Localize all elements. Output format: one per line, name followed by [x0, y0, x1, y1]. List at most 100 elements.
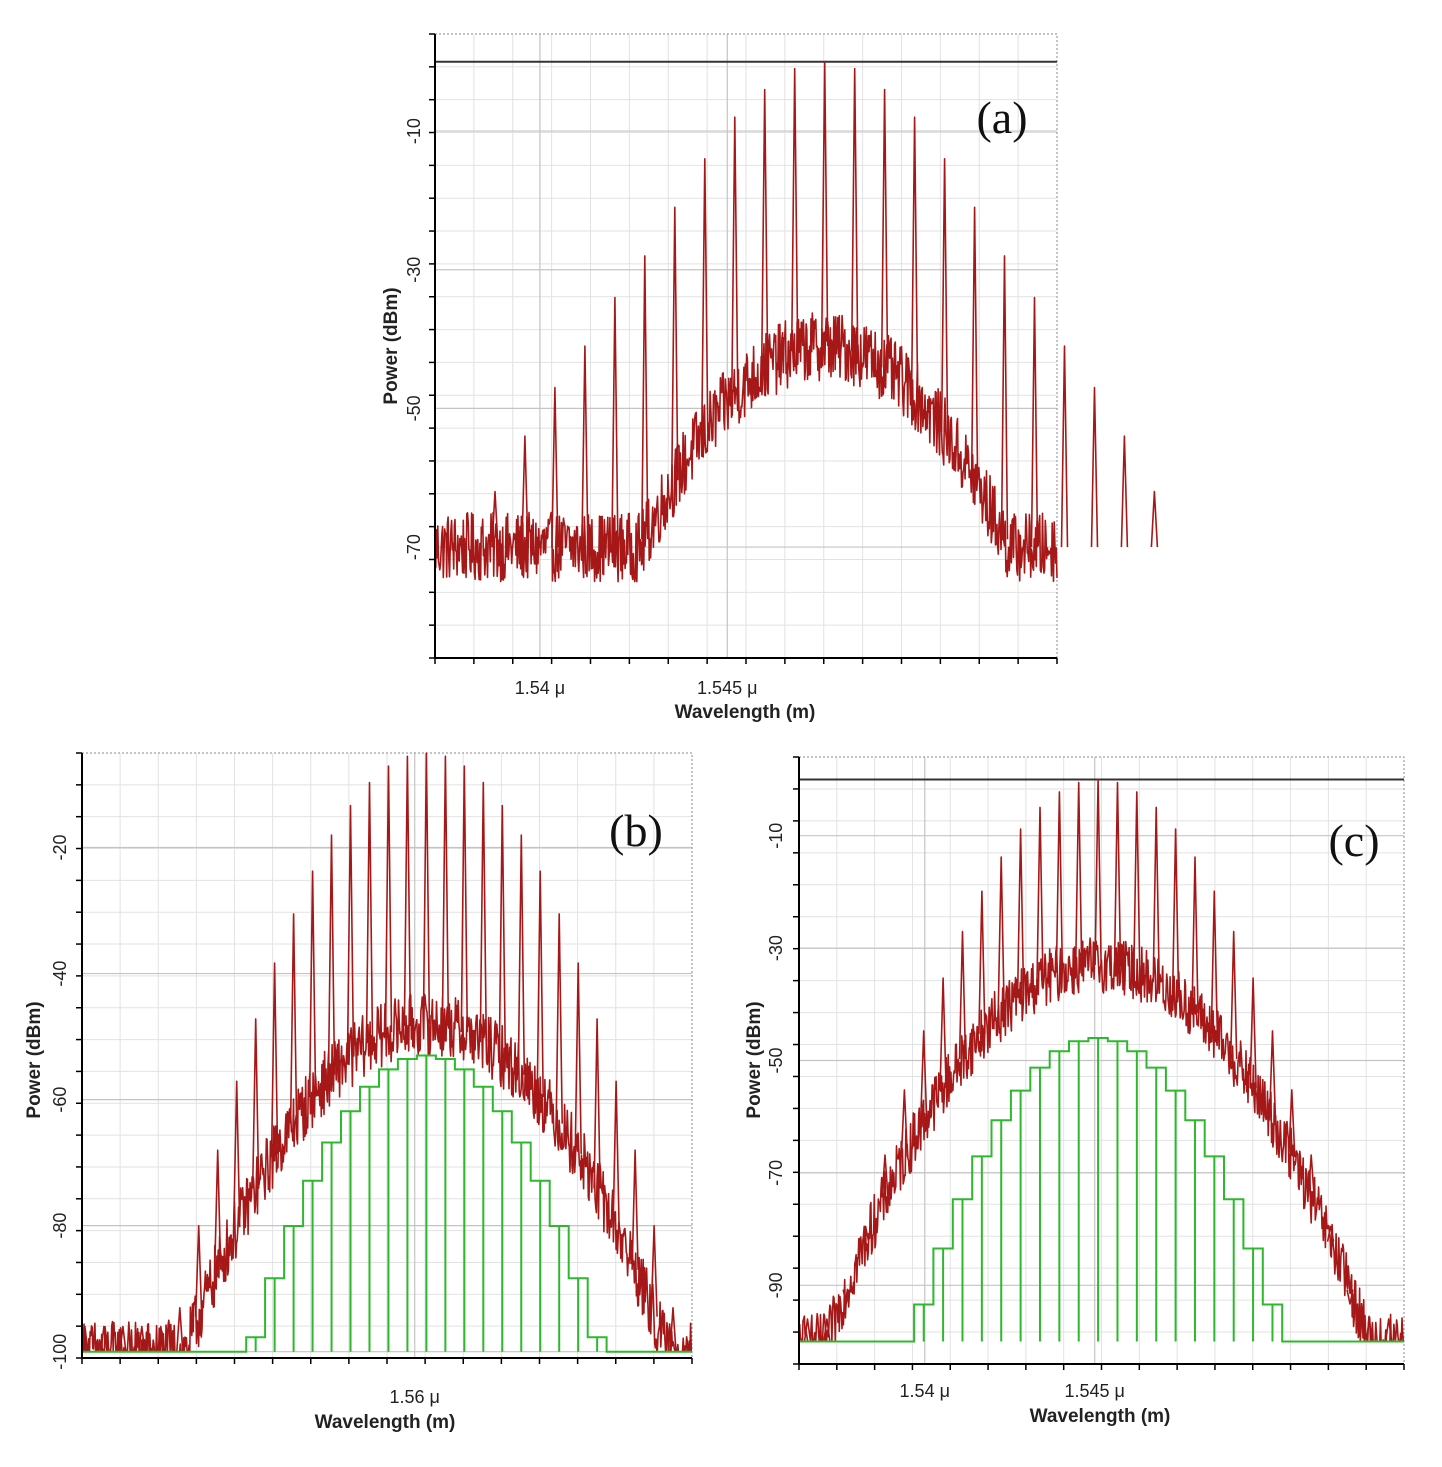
comb-line-peak: [213, 1149, 222, 1270]
comb-line-peak: [1288, 1089, 1296, 1158]
y-tick-label: -30: [404, 257, 424, 283]
panel-label: (b): [609, 805, 663, 856]
spectrum-pedestal: [434, 312, 1058, 583]
comb-line-peak: [1055, 791, 1064, 973]
comb-line-peak: [880, 88, 889, 368]
green-envelope: [799, 1037, 1404, 1343]
comb-line-peak: [910, 116, 919, 395]
comb-line-peak: [194, 1224, 203, 1317]
comb-line-peak: [1307, 1154, 1315, 1198]
comb-line-peak: [491, 490, 499, 548]
comb-line-peak: [760, 88, 769, 368]
x-tick-label: 1.545 μ: [697, 678, 757, 698]
comb-line-peak: [820, 60, 829, 347]
comb-line-peak: [970, 206, 979, 481]
comb-line-peak: [100, 1325, 108, 1352]
comb-line-peak: [861, 1225, 870, 1242]
comb-line-peak: [1210, 890, 1219, 1035]
comb-line-peak: [669, 1307, 677, 1352]
comb-line-peak: [1060, 345, 1069, 548]
comb-line-peak: [978, 890, 986, 1035]
comb-line-peak: [1365, 1318, 1374, 1342]
comb-line-peak: [1384, 1318, 1393, 1342]
comb-line-peak: [403, 755, 412, 1027]
y-tick-label: -60: [50, 1087, 70, 1113]
y-tick-label: -30: [766, 935, 786, 961]
comb-line-peak: [327, 834, 336, 1075]
comb-line-peak: [1036, 806, 1044, 983]
y-tick-label: -100: [50, 1334, 70, 1370]
comb-line-peak: [958, 930, 967, 1060]
comb-line-peak: [308, 870, 317, 1098]
x-axis-title: Wavelength (m): [315, 1412, 456, 1433]
comb-line-peak: [1150, 490, 1159, 548]
comb-line-peak: [612, 1080, 620, 1228]
comb-line-peak: [1120, 435, 1129, 548]
comb-line-peak: [1191, 856, 1199, 1014]
comb-line-peak: [1152, 806, 1160, 983]
comb-line-peak: [479, 781, 488, 1043]
comb-line-peak: [1268, 1030, 1277, 1121]
y-tick-label: -20: [50, 835, 70, 861]
comb-line-peak: [641, 255, 649, 540]
comb-line-peak: [919, 1030, 928, 1121]
comb-line-peak: [551, 386, 559, 548]
comb-line-peak: [232, 1080, 241, 1228]
comb-line-peak: [384, 765, 393, 1033]
y-tick-label: -50: [766, 1047, 786, 1073]
comb-line-peak: [881, 1154, 889, 1198]
comb-line-peak: [650, 1224, 658, 1317]
comb-line-peak: [521, 435, 529, 548]
panel-label: (c): [1328, 815, 1379, 866]
comb-line-peak: [1090, 386, 1099, 548]
comb-line-peak: [1326, 1225, 1335, 1242]
comb-line-peak: [289, 913, 298, 1124]
comb-line-peak: [422, 752, 431, 1025]
comb-line-peak: [1030, 296, 1039, 548]
x-axis-title: Wavelength (m): [1030, 1406, 1171, 1427]
comb-line-peak: [900, 1089, 909, 1158]
comb-line-peak: [803, 1318, 812, 1342]
comb-line-peak: [842, 1289, 850, 1305]
comb-line-peak: [517, 834, 526, 1075]
spectrum-pedestal: [81, 993, 693, 1353]
comb-line-peak: [536, 870, 544, 1098]
comb-line-peak: [1133, 791, 1141, 973]
comb-line-peak: [365, 781, 374, 1043]
comb-line-peak: [593, 1018, 601, 1189]
comb-line-peak: [157, 1325, 165, 1352]
y-tick-label: -70: [766, 1160, 786, 1186]
comb-line-peak: [498, 804, 507, 1057]
comb-line-peak: [581, 345, 589, 548]
comb-line-peak: [1074, 781, 1083, 967]
y-tick-label: -40: [50, 961, 70, 987]
x-tick-label: 1.545 μ: [1064, 1381, 1124, 1401]
comb-line-peak: [1346, 1289, 1354, 1305]
comb-line-peak: [1094, 778, 1102, 966]
panel-a: 1.54 μ 1.545 μ -10 -30 -50 -70 Wavelength (m) P…: [381, 33, 1159, 723]
y-axis-title: Power (dBm): [744, 1001, 765, 1118]
y-axis-title: Power (dBm): [24, 1001, 45, 1118]
comb-line-peak: [138, 1325, 146, 1352]
comb-line-peak: [1016, 828, 1025, 996]
comb-line-peak: [346, 804, 355, 1057]
comb-line-peak: [731, 116, 739, 395]
comb-line-peak: [940, 158, 949, 432]
x-axis-title: Wavelength (m): [675, 702, 816, 723]
y-axis-title: Power (dBm): [381, 287, 402, 404]
x-tick-label: 1.54 μ: [515, 678, 565, 698]
comb-line-peak: [671, 206, 679, 481]
panel-label: (a): [976, 92, 1027, 143]
panel-c: 1.54 μ 1.545 μ -10 -30 -50 -70 -90 Wavelength (…: [744, 756, 1405, 1427]
x-tick-label: 1.54 μ: [900, 1381, 950, 1401]
comb-line-peak: [1229, 930, 1238, 1060]
comb-line-peak: [555, 913, 563, 1124]
comb-line-peak: [823, 1318, 831, 1342]
comb-line-peak: [270, 962, 279, 1155]
comb-line-peak: [1171, 828, 1180, 996]
panel-b: 1.56 μ -20 -40 -60 -80 -100 Wavelength (m) Powe…: [24, 752, 693, 1433]
y-tick-label: -90: [766, 1272, 786, 1298]
comb-line-peak: [1000, 255, 1009, 540]
y-tick-label: -80: [50, 1213, 70, 1239]
